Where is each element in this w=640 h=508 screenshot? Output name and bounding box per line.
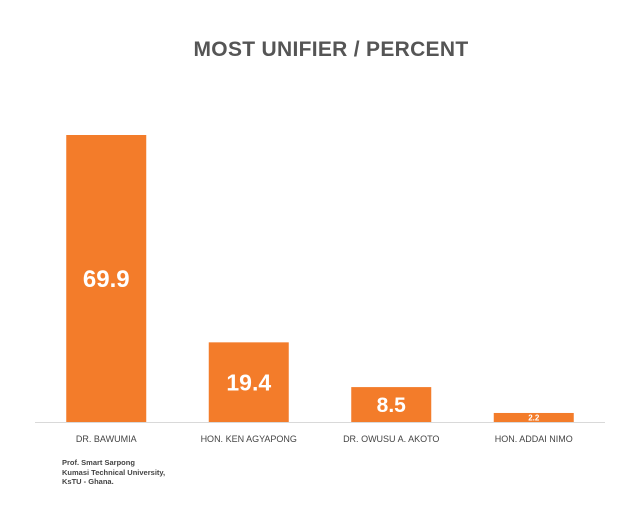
source-note: Prof. Smart Sarpong Kumasi Technical Uni… bbox=[62, 458, 165, 487]
bar bbox=[351, 387, 432, 422]
source-note-author: Prof. Smart Sarpong bbox=[62, 458, 135, 467]
data-label: 19.4 bbox=[226, 369, 271, 395]
data-label: 69.9 bbox=[83, 266, 130, 293]
data-label: 8.5 bbox=[377, 394, 407, 417]
bar bbox=[208, 342, 289, 422]
category-label: HON. KEN AGYAPONG bbox=[201, 434, 297, 444]
bar bbox=[493, 412, 574, 422]
data-label: 2.2 bbox=[528, 413, 540, 422]
category-label: DR. BAWUMIA bbox=[76, 434, 137, 444]
chart-title: MOST UNIFIER / PERCENT bbox=[193, 38, 469, 61]
source-note-institution: Kumasi Technical University, bbox=[62, 467, 166, 477]
category-label: HON. ADDAI NIMO bbox=[495, 434, 573, 444]
bar bbox=[66, 135, 147, 422]
source-note-location: KsTU - Ghana. bbox=[62, 477, 114, 486]
category-label: DR. OWUSU A. AKOTO bbox=[343, 434, 439, 444]
